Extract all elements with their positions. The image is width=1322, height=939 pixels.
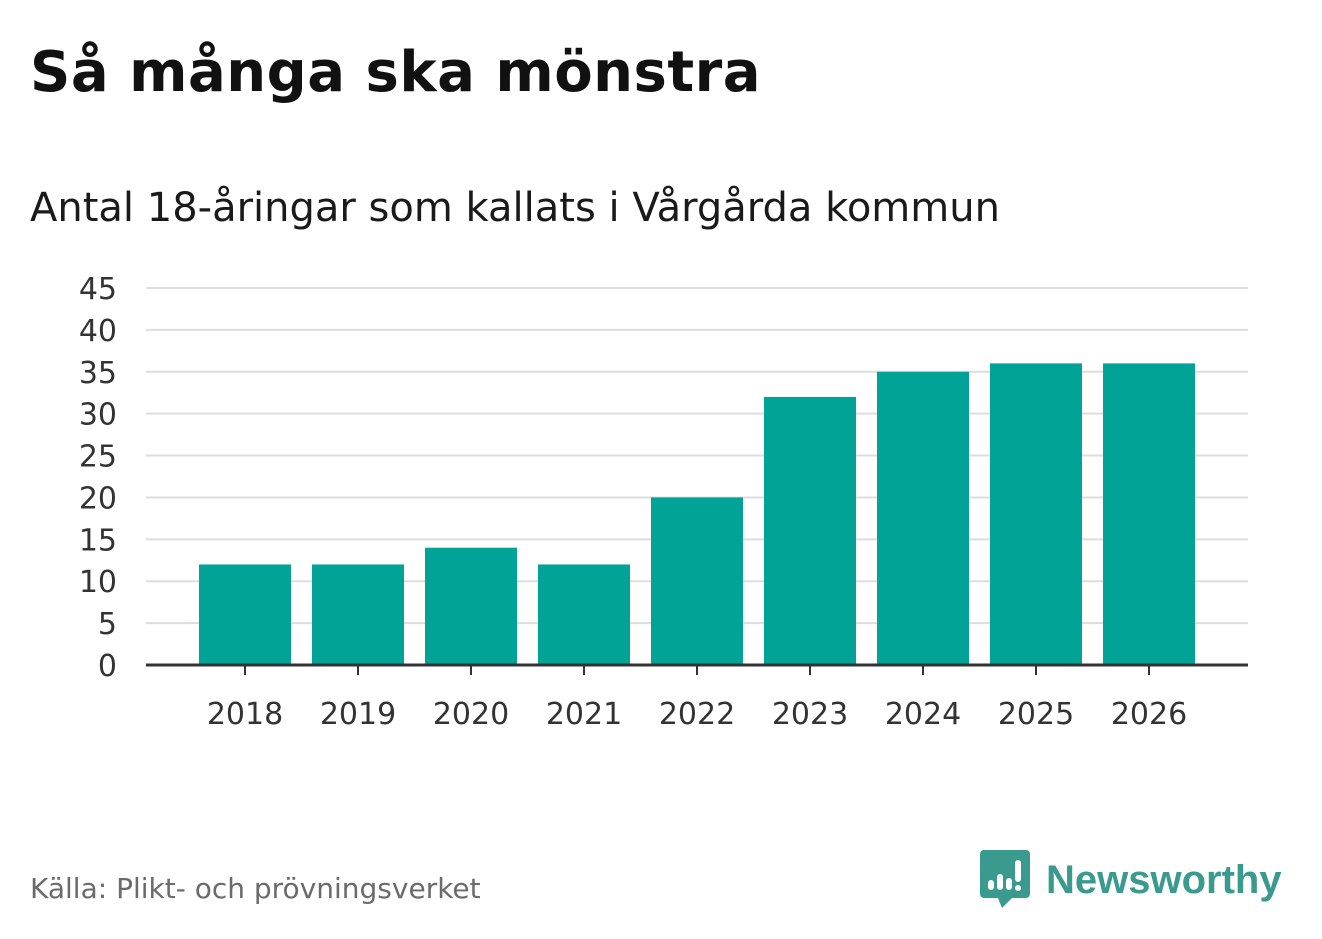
y-tick-label: 25 <box>79 440 117 475</box>
x-tick-label: 2025 <box>998 697 1074 732</box>
y-tick-label: 10 <box>79 565 117 600</box>
y-tick-label: 30 <box>79 398 117 433</box>
y-tick-label: 40 <box>79 314 117 349</box>
bar-2026 <box>1103 363 1195 665</box>
x-tick-label: 2020 <box>433 697 509 732</box>
newsworthy-logo: Newsworthy <box>980 850 1282 910</box>
bar-2018 <box>199 564 291 665</box>
x-tick-label: 2023 <box>772 697 848 732</box>
y-tick-label: 20 <box>79 481 117 516</box>
chart-title: Så många ska mönstra <box>30 40 762 105</box>
bar-2024 <box>877 371 969 665</box>
chart-subtitle: Antal 18-åringar som kallats i Vårgårda … <box>30 185 1000 231</box>
x-tick-label: 2024 <box>885 697 961 732</box>
x-tick-label: 2026 <box>1111 697 1187 732</box>
bar-2021 <box>538 564 630 665</box>
x-tick-label: 2021 <box>546 697 622 732</box>
y-tick-label: 45 <box>79 272 117 307</box>
y-tick-label: 35 <box>79 356 117 391</box>
y-tick-label: 15 <box>79 523 117 558</box>
source-note: Källa: Plikt- och prövningsverket <box>30 872 481 905</box>
y-tick-label: 0 <box>98 649 117 684</box>
bar-2022 <box>651 497 743 665</box>
x-tick-label: 2019 <box>320 697 396 732</box>
bar-2020 <box>425 547 517 665</box>
x-tick-label: 2022 <box>659 697 735 732</box>
newsworthy-logo-icon <box>980 850 1030 908</box>
logo-text: Newsworthy <box>1046 857 1282 902</box>
y-tick-label: 5 <box>98 607 117 642</box>
bar-2019 <box>312 564 404 665</box>
bar-2025 <box>990 363 1082 665</box>
x-tick-label: 2018 <box>207 697 283 732</box>
bar-2023 <box>764 396 856 665</box>
